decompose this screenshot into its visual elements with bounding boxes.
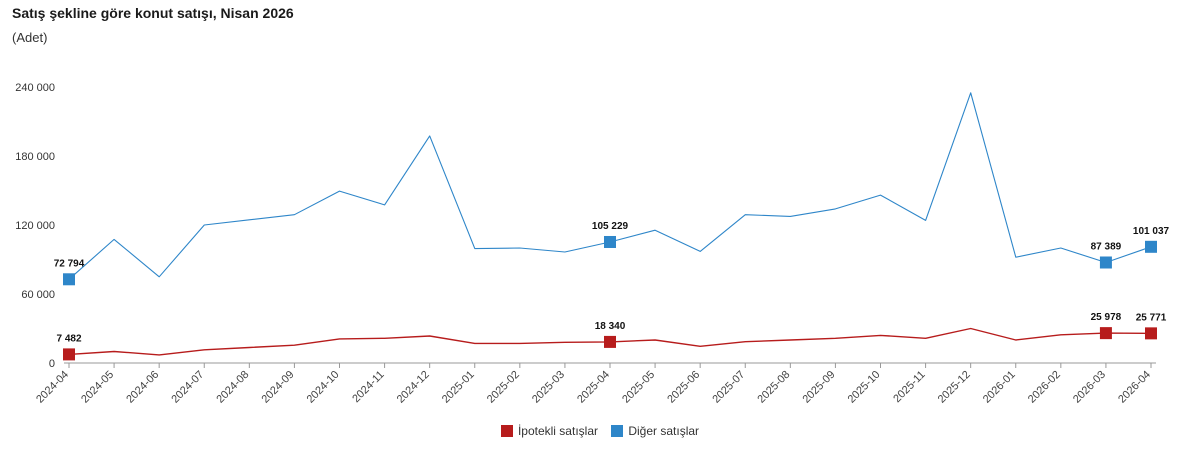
- chart-subtitle: (Adet): [12, 30, 48, 45]
- x-tick-label: 2025-08: [755, 369, 792, 406]
- x-tick-label: 2024-11: [350, 369, 386, 405]
- x-tick-label: 2026-04: [1116, 369, 1153, 406]
- x-tick-label: 2025-10: [846, 369, 883, 406]
- marker-mortgaged: [63, 348, 75, 361]
- data-label-other: 87 389: [1091, 242, 1122, 253]
- y-tick-label: 240 000: [15, 82, 55, 94]
- chart-title: Satış şekline göre konut satışı, Nisan 2…: [12, 5, 294, 21]
- marker-other: [1145, 240, 1157, 253]
- legend-label-mortgaged: İpotekli satışlar: [517, 424, 598, 438]
- data-label-mortgaged: 18 340: [595, 321, 626, 332]
- x-tick-label: 2026-02: [1026, 369, 1063, 406]
- series-line-other: [68, 92, 1152, 280]
- marker-mortgaged: [1099, 327, 1112, 340]
- x-tick-label: 2025-03: [530, 369, 567, 406]
- x-tick-label: 2024-12: [395, 369, 432, 406]
- chart-legend: İpotekli satışlar Diğer satışlar: [0, 424, 1200, 440]
- y-tick-label: 0: [49, 358, 55, 370]
- data-label-mortgaged: 7 482: [56, 333, 81, 344]
- legend-swatch-mortgaged: [500, 425, 513, 437]
- data-label-other: 105 229: [592, 221, 629, 232]
- marker-mortgaged: [604, 335, 616, 348]
- x-tick-label: 2025-05: [620, 369, 657, 406]
- x-tick-label: 2025-12: [936, 369, 973, 406]
- x-tick-label: 2025-01: [440, 369, 477, 406]
- x-tick-label: 2025-11: [891, 369, 927, 405]
- data-label-other: 101 037: [1133, 226, 1170, 237]
- legend-swatch-other: [611, 425, 624, 437]
- marker-other: [1099, 256, 1112, 269]
- data-label-other: 72 794: [54, 258, 85, 269]
- legend-item-other[interactable]: Diğer satışlar: [611, 424, 699, 438]
- data-label-mortgaged: 25 978: [1091, 312, 1122, 323]
- marker-other: [604, 235, 616, 248]
- x-tick-label: 2024-05: [79, 369, 116, 406]
- y-tick-label: 180 000: [15, 151, 55, 163]
- y-tick-label: 120 000: [15, 220, 55, 232]
- x-tick-label: 2024-09: [260, 369, 297, 406]
- legend-item-mortgaged[interactable]: İpotekli satışlar: [500, 424, 598, 438]
- x-tick-label: 2024-08: [214, 369, 251, 406]
- x-tick-label: 2025-09: [801, 369, 838, 406]
- x-tick-label: 2025-07: [710, 369, 747, 406]
- x-tick-label: 2025-02: [485, 369, 522, 406]
- x-tick-label: 2026-03: [1071, 369, 1108, 406]
- data-label-mortgaged: 25 771: [1136, 312, 1167, 323]
- x-tick-label: 2024-07: [169, 369, 206, 406]
- x-tick-label: 2024-04: [34, 369, 71, 406]
- x-tick-label: 2026-01: [981, 369, 1018, 406]
- y-tick-label: 60 000: [21, 289, 55, 301]
- marker-other: [63, 273, 75, 286]
- marker-mortgaged: [1145, 327, 1157, 340]
- x-tick-label: 2024-10: [305, 369, 342, 406]
- legend-label-other: Diğer satışlar: [628, 424, 700, 438]
- x-tick-label: 2025-06: [665, 369, 702, 406]
- x-tick-label: 2024-06: [124, 369, 161, 406]
- x-tick-label: 2025-04: [575, 369, 612, 406]
